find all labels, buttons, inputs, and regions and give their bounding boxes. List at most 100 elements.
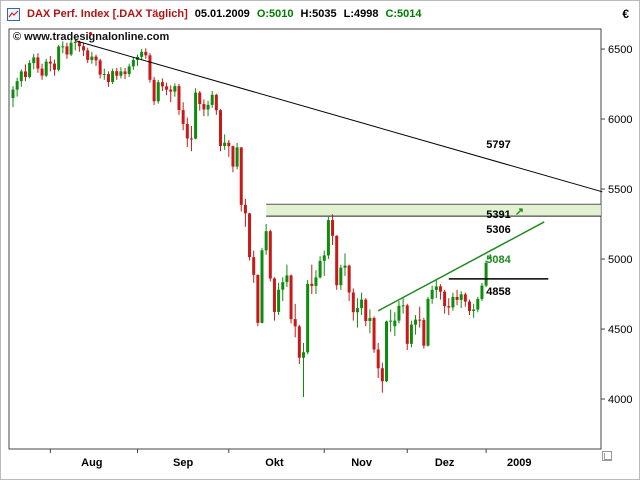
x-axis-label: Dez bbox=[435, 457, 455, 469]
candle bbox=[73, 38, 77, 51]
candle bbox=[264, 224, 268, 255]
candle bbox=[405, 303, 409, 351]
x-axis-label: Sep bbox=[173, 457, 193, 469]
plot-border bbox=[8, 28, 602, 450]
candle bbox=[310, 264, 314, 295]
price-annotation: 5797 bbox=[486, 139, 510, 151]
quote-high: H:5035 bbox=[300, 8, 337, 20]
candle bbox=[210, 91, 214, 108]
quote-open: O:5010 bbox=[256, 8, 294, 20]
candle bbox=[202, 99, 206, 117]
candle bbox=[40, 63, 44, 80]
candle bbox=[360, 292, 364, 316]
candle bbox=[219, 109, 222, 152]
price-annotation: 5391 bbox=[486, 209, 510, 221]
candle bbox=[351, 288, 355, 321]
candle bbox=[19, 69, 23, 87]
candle bbox=[397, 301, 401, 324]
candle bbox=[231, 145, 235, 173]
candle bbox=[32, 53, 36, 70]
candle bbox=[119, 67, 123, 79]
candle bbox=[169, 85, 173, 103]
candle bbox=[447, 298, 451, 316]
price-annotation: 4858 bbox=[486, 286, 510, 298]
x-axis-label: Okt bbox=[265, 457, 284, 469]
candle bbox=[401, 298, 405, 314]
candle bbox=[194, 88, 198, 140]
candle bbox=[252, 250, 256, 283]
candle bbox=[409, 320, 413, 348]
candle bbox=[98, 58, 102, 79]
candle bbox=[260, 247, 264, 324]
candle bbox=[23, 64, 27, 82]
candle bbox=[393, 312, 397, 337]
candle bbox=[106, 71, 110, 87]
quote-low: L:4998 bbox=[343, 8, 379, 20]
candle bbox=[302, 343, 305, 398]
candle bbox=[368, 309, 372, 334]
resize-icon[interactable] bbox=[602, 451, 612, 461]
candle bbox=[335, 235, 339, 290]
candle bbox=[297, 324, 301, 365]
candle bbox=[223, 134, 227, 150]
candle bbox=[123, 67, 127, 80]
candle bbox=[227, 140, 231, 157]
candle bbox=[28, 60, 32, 79]
candle bbox=[364, 298, 368, 327]
candle bbox=[272, 277, 276, 321]
candle bbox=[82, 43, 86, 57]
candle bbox=[136, 54, 139, 66]
candle bbox=[53, 59, 56, 76]
y-axis-label: 5500 bbox=[608, 184, 632, 196]
candle bbox=[214, 93, 218, 115]
candle bbox=[468, 299, 471, 316]
candle bbox=[111, 68, 115, 85]
candle bbox=[144, 48, 148, 59]
candle bbox=[451, 292, 455, 311]
y-axis-label: 4500 bbox=[608, 324, 632, 336]
candle bbox=[484, 260, 488, 288]
price-annotation: 5306 bbox=[486, 224, 510, 236]
candle bbox=[65, 42, 69, 59]
uptrend-line bbox=[377, 221, 545, 312]
candle bbox=[256, 274, 260, 327]
y-axis-label: 6000 bbox=[608, 114, 632, 126]
candle bbox=[372, 316, 376, 353]
candle bbox=[243, 198, 247, 227]
symbol-title: DAX Perf. Index [.DAX Täglich] bbox=[27, 8, 188, 20]
x-axis-label: 2009 bbox=[507, 457, 531, 469]
candle bbox=[248, 212, 252, 261]
candle bbox=[389, 309, 393, 332]
candle bbox=[422, 317, 426, 349]
candle bbox=[77, 40, 81, 52]
candle bbox=[322, 250, 326, 276]
y-axis-label: 6500 bbox=[608, 44, 632, 56]
candle bbox=[160, 78, 164, 92]
candle bbox=[414, 315, 418, 335]
quote-date: 05.01.2009 bbox=[194, 8, 250, 20]
candle bbox=[430, 285, 434, 304]
candle bbox=[376, 343, 380, 379]
candle bbox=[36, 53, 40, 73]
quote-close: C:5014 bbox=[385, 8, 422, 20]
candle bbox=[86, 47, 90, 64]
candle bbox=[61, 41, 65, 54]
candle bbox=[152, 77, 156, 106]
candle bbox=[426, 296, 430, 347]
candle bbox=[189, 126, 193, 152]
candle bbox=[173, 83, 177, 97]
candle bbox=[347, 264, 351, 302]
chart-icon[interactable] bbox=[7, 7, 20, 21]
candle bbox=[156, 79, 160, 104]
candle bbox=[339, 264, 343, 290]
candle bbox=[177, 84, 181, 115]
candle bbox=[281, 277, 285, 302]
candle bbox=[239, 147, 243, 212]
candle bbox=[488, 254, 492, 260]
candle bbox=[57, 44, 61, 72]
candle bbox=[44, 58, 48, 78]
candle bbox=[318, 256, 322, 279]
chart-header: DAX Perf. Index [.DAX Täglich] 05.01.200… bbox=[7, 6, 633, 22]
